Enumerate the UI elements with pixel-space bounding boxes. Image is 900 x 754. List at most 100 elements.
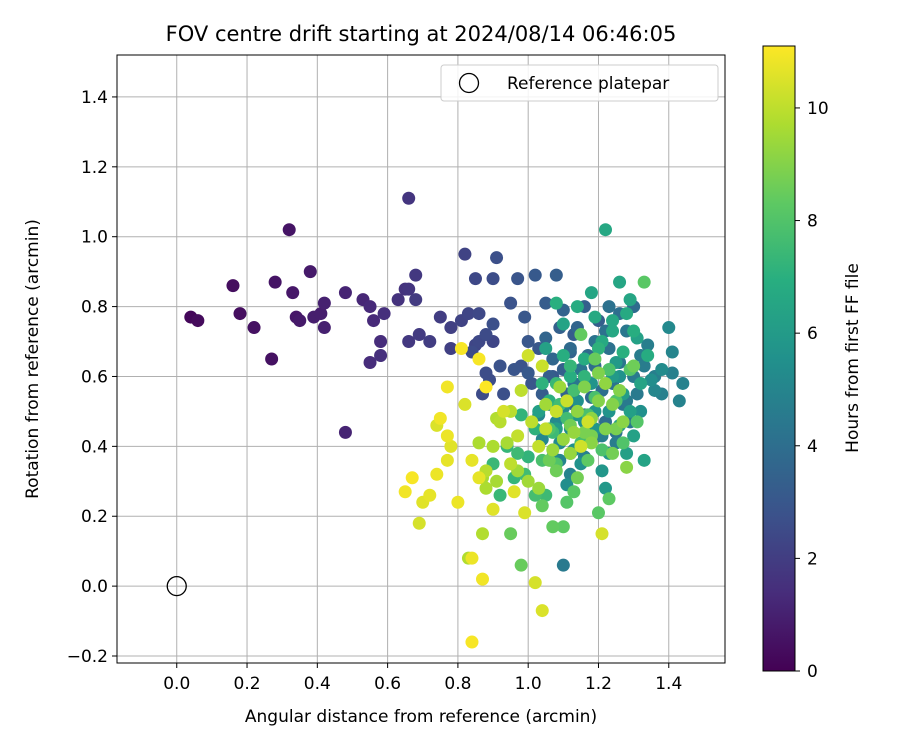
x-tick-label: 0.2	[234, 674, 261, 694]
data-point	[472, 307, 486, 321]
data-point	[599, 376, 613, 390]
data-points	[184, 191, 690, 649]
data-point	[479, 380, 493, 394]
data-point	[567, 485, 581, 499]
data-point	[539, 331, 553, 345]
data-point	[644, 373, 658, 387]
data-point	[461, 307, 475, 321]
data-point	[641, 338, 655, 352]
data-point	[402, 335, 416, 349]
data-point	[247, 321, 261, 335]
y-tick-label: 0.6	[81, 367, 108, 387]
data-point	[634, 376, 648, 390]
legend: Reference platepar	[440, 64, 719, 102]
data-point	[556, 432, 570, 446]
data-point	[451, 495, 465, 509]
data-point	[433, 310, 447, 324]
data-point	[539, 422, 553, 436]
data-point	[570, 394, 584, 408]
data-point	[511, 446, 525, 460]
colorbar-label: Hours from first FF file	[843, 263, 863, 453]
data-point	[606, 397, 620, 411]
data-point	[458, 247, 472, 261]
data-point	[486, 439, 500, 453]
data-point	[581, 453, 595, 467]
data-point	[409, 268, 423, 282]
data-point	[616, 415, 630, 429]
data-point	[574, 439, 588, 453]
data-point	[549, 296, 563, 310]
data-point	[535, 499, 549, 513]
data-point	[398, 485, 412, 499]
data-point	[472, 436, 486, 450]
data-point	[606, 324, 620, 338]
data-point	[634, 404, 648, 418]
data-point	[514, 558, 528, 572]
y-axis-label: Rotation from reference (arcmin)	[23, 219, 43, 499]
y-tick-label: 1.2	[81, 158, 108, 178]
x-axis-label: Angular distance from reference (arcmin)	[245, 707, 597, 727]
data-point	[546, 443, 560, 457]
data-point	[627, 324, 641, 338]
y-axis: −0.2 0.0 0.2 0.4 0.6 0.8 1.0 1.2 1.4	[67, 88, 117, 667]
data-point	[233, 307, 247, 321]
data-point	[490, 474, 504, 488]
data-point	[577, 369, 591, 383]
data-point	[433, 411, 447, 425]
x-tick-label: 1.4	[655, 674, 682, 694]
plot-frame	[116, 54, 726, 664]
data-point	[556, 317, 570, 331]
data-point	[493, 359, 507, 373]
colorbar-ticks: 0 2 4 6 8 10	[795, 99, 829, 682]
data-point	[479, 328, 493, 342]
data-point	[486, 502, 500, 516]
data-point	[563, 359, 577, 373]
data-point	[648, 383, 662, 397]
data-point	[440, 453, 454, 467]
reference-marker	[166, 575, 187, 597]
data-point	[560, 495, 574, 509]
data-point	[563, 369, 577, 383]
data-point	[374, 349, 388, 363]
data-point	[665, 345, 679, 359]
data-point	[504, 296, 518, 310]
data-point	[518, 506, 532, 520]
x-tick-label: 0.4	[304, 674, 331, 694]
data-point	[363, 300, 377, 314]
data-point	[521, 335, 535, 349]
data-point	[574, 328, 588, 342]
data-point	[584, 436, 598, 450]
data-point	[472, 471, 486, 485]
data-point	[588, 352, 602, 366]
x-tick-label: 1.2	[585, 674, 612, 694]
data-point	[637, 359, 651, 373]
data-point	[560, 394, 574, 408]
colorbar-tick-label: 8	[807, 212, 818, 232]
data-point	[602, 492, 616, 506]
data-point	[493, 488, 507, 502]
data-point	[405, 471, 419, 485]
colorbar-tick-label: 10	[807, 99, 829, 119]
data-point	[468, 272, 482, 286]
legend-box	[440, 64, 719, 102]
data-point	[402, 282, 416, 296]
data-point	[521, 450, 535, 464]
data-point	[511, 272, 525, 286]
data-point	[282, 223, 296, 237]
data-point	[567, 383, 581, 397]
data-point	[479, 481, 493, 495]
data-point	[402, 191, 416, 205]
data-point	[637, 275, 651, 289]
data-point	[476, 572, 490, 586]
data-point	[458, 397, 472, 411]
x-tick-label: 0.8	[444, 674, 471, 694]
data-point	[314, 307, 328, 321]
x-axis: 0.0 0.2 0.4 0.6 0.8 1.0 1.2 1.4	[163, 663, 682, 694]
data-point	[599, 422, 613, 436]
x-tick-label: 1.0	[515, 674, 542, 694]
data-point	[553, 380, 567, 394]
data-point	[444, 342, 458, 356]
y-tick-label: 0.4	[81, 437, 108, 457]
data-point	[338, 286, 352, 300]
